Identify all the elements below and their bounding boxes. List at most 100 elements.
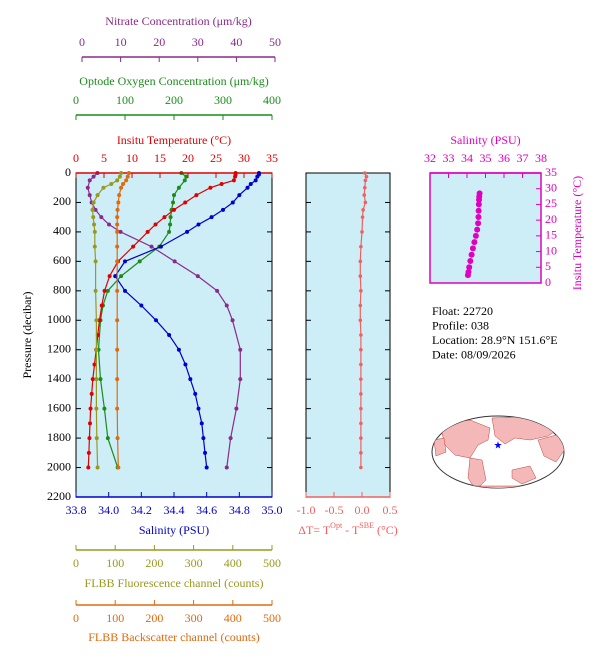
delta-point [358, 303, 363, 308]
tick-label: 0.5 [383, 503, 398, 517]
y-tick-label: 25 [545, 196, 557, 210]
tick-label: 10 [126, 151, 138, 165]
profile-point [94, 377, 99, 382]
profile-point [233, 174, 238, 179]
tick-label: 20 [182, 151, 194, 165]
profile-point [119, 185, 124, 190]
tick-label: 38 [535, 151, 547, 165]
delta-point [360, 215, 365, 219]
y-axis-title: Pressure (decibar) [20, 292, 34, 379]
profile-point [95, 465, 100, 470]
profile-point [228, 436, 233, 441]
profile-point [87, 178, 92, 183]
profile-point [168, 215, 173, 220]
profile-line [87, 173, 237, 468]
delta-point [359, 392, 363, 396]
profile-point [97, 318, 102, 323]
profile-point [88, 421, 92, 426]
tick-label: 500 [263, 611, 281, 625]
profile-point [168, 222, 173, 227]
tick-label: 0 [73, 93, 79, 107]
profile-point [99, 215, 104, 220]
tick-label: 15 [154, 151, 166, 165]
delta-point [359, 436, 363, 440]
profile-point [238, 377, 243, 382]
profile-point [195, 274, 200, 279]
profile-point [125, 174, 130, 179]
delta-point [360, 230, 364, 234]
profile-point [176, 347, 181, 352]
ts-point [475, 207, 482, 214]
profile-point [196, 406, 201, 411]
tick-label: 34.6 [196, 503, 217, 517]
tick-label: 300 [185, 556, 203, 570]
profile-point [162, 215, 167, 220]
profile-point [115, 318, 120, 323]
profile-point [94, 436, 99, 441]
delta-point [364, 174, 369, 179]
profile-point [123, 288, 127, 293]
profile-point [167, 333, 172, 337]
profile-point [115, 229, 120, 234]
tick-label: 37 [517, 151, 529, 165]
profile-point [87, 436, 92, 441]
tick-label: 35.0 [262, 503, 283, 517]
profile-point [102, 288, 107, 293]
plot-background [430, 173, 541, 283]
y-tick-label: 10 [545, 243, 557, 257]
profile-point [145, 229, 150, 234]
profile-point [115, 288, 120, 293]
y-tick-label: 1400 [47, 371, 71, 385]
profile-point [137, 259, 142, 264]
profile-point [253, 178, 258, 183]
profile-point [91, 200, 96, 205]
profile-point [255, 174, 260, 179]
profile-point [115, 436, 120, 441]
tick-label: 200 [145, 611, 163, 625]
profile-point [116, 200, 121, 205]
profile-point [94, 406, 99, 411]
tick-label: 34.8 [229, 503, 250, 517]
y-tick-label: 1000 [47, 312, 71, 326]
tick-label: 300 [185, 611, 203, 625]
profile-point [224, 303, 229, 308]
profile-point [194, 193, 199, 198]
profile-point [119, 274, 124, 279]
y-tick-label: 400 [53, 224, 71, 238]
y-tick-label: 2200 [47, 489, 71, 503]
profile-point [93, 288, 98, 293]
tick-label: 32 [424, 151, 436, 165]
tick-label: 33.8 [66, 503, 87, 517]
profile-point [115, 406, 120, 411]
axis-title: Salinity (PSU) [450, 133, 520, 147]
float-info: Date: 08/09/2026 [432, 347, 516, 361]
tick-label: 400 [224, 611, 242, 625]
y-tick-label: 1200 [47, 341, 71, 355]
profile-point [115, 215, 120, 220]
y-tick-label: 30 [545, 180, 557, 194]
profile-point [102, 406, 107, 411]
delta-point [359, 289, 363, 293]
profile-point [87, 193, 92, 198]
profile-point [101, 185, 106, 190]
tick-label: 400 [263, 93, 281, 107]
tick-label: 34.2 [131, 503, 152, 517]
delta-point [359, 465, 363, 470]
tick-label: 100 [116, 93, 134, 107]
y-tick-label: 800 [53, 283, 71, 297]
tick-label: -1.0 [297, 503, 316, 517]
tick-label: 30 [238, 151, 250, 165]
delta-point [359, 347, 363, 352]
profile-point [118, 229, 123, 234]
tick-label: 35 [266, 151, 278, 165]
profile-point [245, 185, 250, 190]
axis-title: FLBB Fluorescence channel (counts) [85, 576, 264, 590]
profile-point [176, 185, 181, 190]
delta-point [363, 200, 368, 205]
profile-point [115, 347, 120, 352]
profile-point [184, 174, 189, 179]
profile-point [172, 193, 176, 198]
tick-label: 34 [461, 151, 473, 165]
profile-point [107, 222, 112, 227]
profile-point [126, 171, 131, 175]
